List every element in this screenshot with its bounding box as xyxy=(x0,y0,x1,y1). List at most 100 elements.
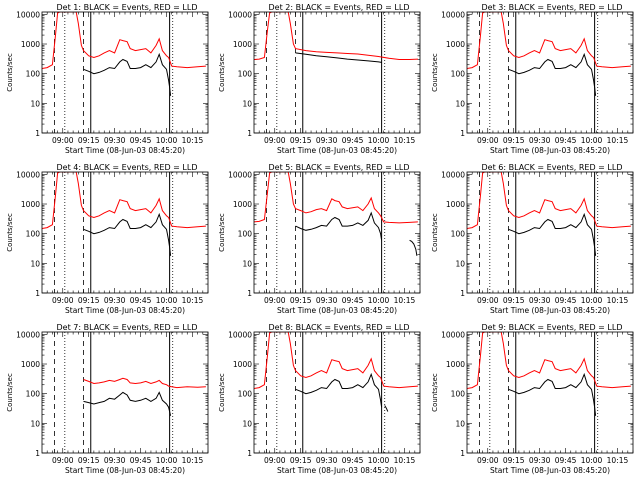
x-tick-label: 09:45 xyxy=(555,456,577,465)
x-tick-label: 10:00 xyxy=(368,296,390,305)
x-tick-label: 09:00 xyxy=(477,136,499,145)
y-axis-label: Counts/sec xyxy=(218,53,226,92)
x-tick-label: 10:15 xyxy=(394,456,416,465)
panel-det-2: Det 2: BLACK = Events, RED = LLD Counts/s… xyxy=(218,3,421,155)
x-tick-label: 10:15 xyxy=(607,456,629,465)
panel-det-9: Det 9: BLACK = Events, RED = LLD Counts/s… xyxy=(431,323,634,475)
plot-frame xyxy=(466,171,634,294)
y-tick-label: 1 xyxy=(247,449,252,458)
series-group xyxy=(254,332,418,412)
panel-det-4: Det 4: BLACK = Events, RED = LLD Counts/s… xyxy=(6,163,209,315)
y-axis-label: Counts/sec xyxy=(431,53,439,92)
panel-det-8: Det 8: BLACK = Events, RED = LLD Counts/s… xyxy=(218,323,421,475)
series-line-lld xyxy=(467,332,631,389)
y-tick-label: 1000 xyxy=(21,200,40,209)
plot-frame xyxy=(41,11,209,134)
y-tick-label: 10 xyxy=(455,99,465,108)
x-tick-label: 10:00 xyxy=(156,296,178,305)
x-tick-label: 09:30 xyxy=(104,136,126,145)
series-line-events xyxy=(508,212,597,256)
series-group xyxy=(42,12,206,96)
panel-det-5: Det 5: BLACK = Events, RED = LLD Counts/s… xyxy=(218,163,421,315)
series-line-events xyxy=(83,212,172,256)
x-axis-label: Start Time (08-Jun-03 08:45:20) xyxy=(490,306,610,315)
plot-frame xyxy=(253,171,421,294)
x-tick-label: 09:15 xyxy=(78,296,100,305)
series-line-events xyxy=(83,391,172,416)
x-tick-label: 09:45 xyxy=(130,136,152,145)
series-group xyxy=(467,12,631,96)
y-tick-label: 1 xyxy=(460,449,465,458)
y-axis-label: Counts/sec xyxy=(6,373,14,412)
series-group xyxy=(83,377,206,416)
x-axis-label: Start Time (08-Jun-03 08:45:20) xyxy=(277,146,397,155)
series-line-lld xyxy=(467,12,631,69)
x-tick-label: 09:45 xyxy=(555,136,577,145)
series-line-lld xyxy=(254,172,418,224)
y-tick-label: 100 xyxy=(26,390,41,399)
series-line-events-after xyxy=(409,239,418,256)
panel-title: Det 2: BLACK = Events, RED = LLD xyxy=(269,3,410,12)
y-tick-label: 10 xyxy=(455,419,465,428)
y-tick-label: 1 xyxy=(35,289,40,298)
y-axis-label: Counts/sec xyxy=(6,213,14,252)
y-tick-label: 1000 xyxy=(21,360,40,369)
y-tick-label: 100 xyxy=(26,230,41,239)
x-tick-label: 09:00 xyxy=(52,456,74,465)
x-tick-label: 09:15 xyxy=(78,136,100,145)
x-tick-label: 09:00 xyxy=(477,296,499,305)
x-tick-label: 09:00 xyxy=(477,456,499,465)
plot-frame xyxy=(466,11,634,134)
series-line-lld xyxy=(254,12,418,60)
x-tick-label: 09:00 xyxy=(52,296,74,305)
y-tick-label: 1000 xyxy=(233,360,252,369)
x-tick-label: 09:45 xyxy=(130,456,152,465)
x-tick-label: 10:15 xyxy=(394,136,416,145)
x-tick-label: 10:15 xyxy=(607,136,629,145)
y-axis-label: Counts/sec xyxy=(218,373,226,412)
y-tick-label: 10000 xyxy=(228,170,252,179)
panel-title: Det 8: BLACK = Events, RED = LLD xyxy=(269,323,410,332)
panel-title: Det 9: BLACK = Events, RED = LLD xyxy=(482,323,623,332)
y-tick-label: 10000 xyxy=(16,10,40,19)
x-tick-label: 09:30 xyxy=(529,136,551,145)
series-group xyxy=(467,332,631,416)
y-axis-label: Counts/sec xyxy=(6,53,14,92)
x-tick-label: 10:00 xyxy=(368,456,390,465)
x-tick-label: 09:00 xyxy=(264,136,286,145)
x-axis-label: Start Time (08-Jun-03 08:45:20) xyxy=(65,146,185,155)
y-tick-label: 10000 xyxy=(441,170,465,179)
y-axis-label: Counts/sec xyxy=(431,213,439,252)
x-tick-label: 10:00 xyxy=(156,456,178,465)
x-tick-label: 09:15 xyxy=(290,136,312,145)
series-group xyxy=(467,172,631,256)
series-line-lld xyxy=(467,172,631,229)
y-tick-label: 10 xyxy=(242,419,252,428)
x-tick-label: 10:15 xyxy=(607,296,629,305)
y-tick-label: 1 xyxy=(460,129,465,138)
x-tick-label: 09:30 xyxy=(104,456,126,465)
series-line-events xyxy=(295,372,383,408)
x-tick-label: 09:15 xyxy=(78,456,100,465)
x-tick-label: 10:00 xyxy=(156,136,178,145)
x-tick-label: 10:15 xyxy=(394,296,416,305)
y-tick-label: 1 xyxy=(460,289,465,298)
x-tick-label: 09:45 xyxy=(342,456,364,465)
y-tick-label: 1000 xyxy=(446,360,465,369)
x-tick-label: 09:15 xyxy=(503,296,525,305)
y-tick-label: 1000 xyxy=(21,40,40,49)
y-tick-label: 1000 xyxy=(446,200,465,209)
x-tick-label: 09:30 xyxy=(316,456,338,465)
x-tick-label: 10:00 xyxy=(581,296,603,305)
panel-title: Det 5: BLACK = Events, RED = LLD xyxy=(269,163,410,172)
y-tick-label: 10000 xyxy=(228,10,252,19)
y-axis-label: Counts/sec xyxy=(218,213,226,252)
y-tick-label: 100 xyxy=(451,390,466,399)
series-line-lld xyxy=(254,332,418,389)
x-tick-label: 09:15 xyxy=(503,136,525,145)
y-tick-label: 100 xyxy=(238,390,253,399)
x-tick-label: 09:30 xyxy=(529,456,551,465)
x-axis-label: Start Time (08-Jun-03 08:45:20) xyxy=(65,306,185,315)
y-tick-label: 10000 xyxy=(16,330,40,339)
